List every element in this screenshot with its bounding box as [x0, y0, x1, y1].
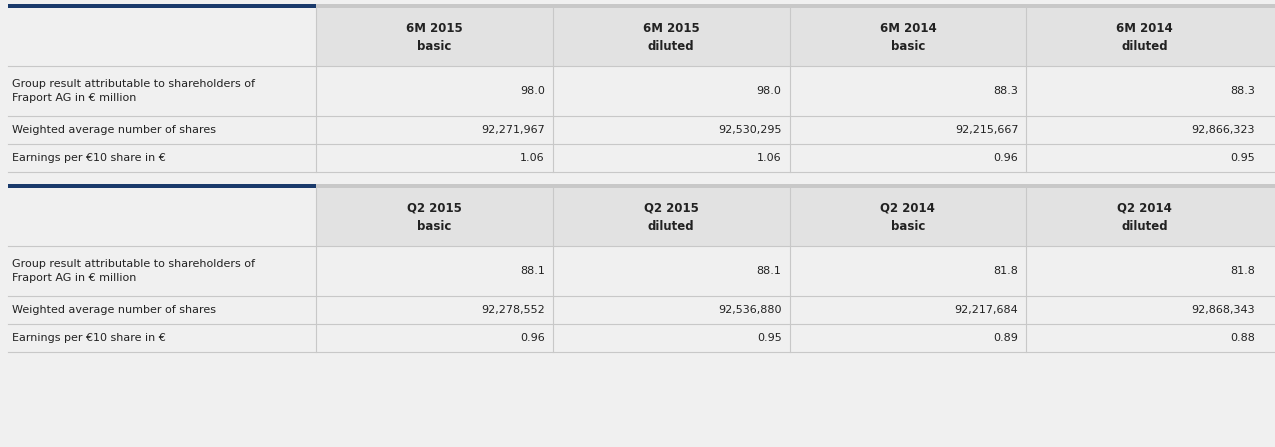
Text: 0.88: 0.88 — [1230, 333, 1255, 343]
Bar — [316, 116, 1275, 144]
Text: Weighted average number of shares: Weighted average number of shares — [11, 125, 215, 135]
Bar — [316, 246, 1275, 296]
Text: Earnings per €10 share in €: Earnings per €10 share in € — [11, 153, 166, 163]
Text: 88.1: 88.1 — [520, 266, 544, 276]
Bar — [8, 66, 316, 116]
Text: Earnings per €10 share in €: Earnings per €10 share in € — [11, 333, 166, 343]
Text: 88.3: 88.3 — [1230, 86, 1255, 96]
Bar — [8, 188, 316, 246]
Bar — [316, 324, 1275, 352]
Text: Group result attributable to shareholders of
Fraport AG in € million: Group result attributable to shareholder… — [11, 259, 255, 283]
Text: Q2 2014
basic: Q2 2014 basic — [881, 202, 936, 232]
Text: 0.95: 0.95 — [757, 333, 782, 343]
Text: Group result attributable to shareholders of
Fraport AG in € million: Group result attributable to shareholder… — [11, 79, 255, 103]
Bar — [8, 184, 316, 188]
Text: 88.1: 88.1 — [756, 266, 782, 276]
Text: Q2 2015
diluted: Q2 2015 diluted — [644, 202, 699, 232]
Text: 92,278,552: 92,278,552 — [481, 305, 544, 315]
Bar — [316, 4, 1275, 8]
Text: 92,868,343: 92,868,343 — [1191, 305, 1255, 315]
Bar — [316, 8, 1275, 66]
Text: 88.3: 88.3 — [993, 86, 1019, 96]
Text: 81.8: 81.8 — [993, 266, 1019, 276]
Text: Weighted average number of shares: Weighted average number of shares — [11, 305, 215, 315]
Text: 0.95: 0.95 — [1230, 153, 1255, 163]
Text: 98.0: 98.0 — [756, 86, 782, 96]
Text: 1.06: 1.06 — [757, 153, 782, 163]
Text: 6M 2014
basic: 6M 2014 basic — [880, 21, 936, 52]
Text: 0.96: 0.96 — [520, 333, 544, 343]
Bar — [8, 144, 316, 172]
Text: Q2 2014
diluted: Q2 2014 diluted — [1117, 202, 1172, 232]
Bar — [8, 246, 316, 296]
Text: 92,215,667: 92,215,667 — [955, 125, 1019, 135]
Text: 92,536,880: 92,536,880 — [718, 305, 782, 315]
Text: Q2 2015
basic: Q2 2015 basic — [407, 202, 462, 232]
Text: 0.96: 0.96 — [993, 153, 1019, 163]
Text: 6M 2015
basic: 6M 2015 basic — [405, 21, 463, 52]
Bar — [316, 66, 1275, 116]
Text: 92,217,684: 92,217,684 — [955, 305, 1019, 315]
Text: 92,866,323: 92,866,323 — [1192, 125, 1255, 135]
Bar — [8, 116, 316, 144]
Bar — [316, 296, 1275, 324]
Text: 1.06: 1.06 — [520, 153, 544, 163]
Bar — [316, 184, 1275, 188]
Text: 81.8: 81.8 — [1230, 266, 1255, 276]
Bar — [8, 324, 316, 352]
Bar — [316, 144, 1275, 172]
Bar — [8, 296, 316, 324]
Text: 6M 2015
diluted: 6M 2015 diluted — [643, 21, 700, 52]
Bar — [8, 4, 316, 8]
Text: 6M 2014
diluted: 6M 2014 diluted — [1116, 21, 1173, 52]
Text: 98.0: 98.0 — [520, 86, 544, 96]
Text: 0.89: 0.89 — [993, 333, 1019, 343]
Bar — [8, 8, 316, 66]
Bar — [316, 188, 1275, 246]
Text: 92,271,967: 92,271,967 — [481, 125, 544, 135]
Text: 92,530,295: 92,530,295 — [718, 125, 782, 135]
